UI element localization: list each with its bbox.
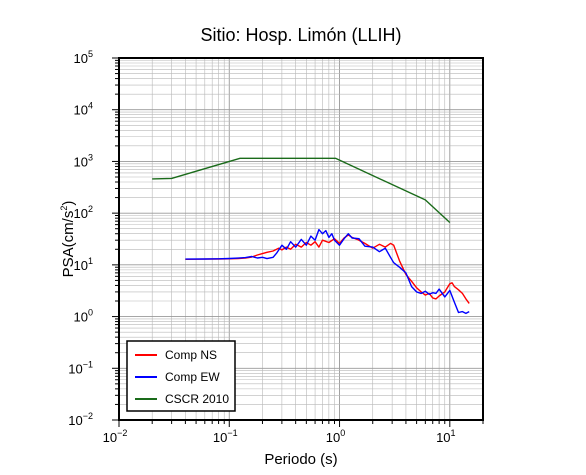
x-tick-label: 100 (326, 428, 345, 445)
plot-frame (118, 57, 484, 421)
y-tick-labels: 10−2 10−1 100 101 102 103 104 105 (68, 49, 93, 428)
y-axis-title: PSA(cm/s2) (59, 201, 77, 278)
legend-label-cscr-2010: CSCR 2010 (165, 392, 229, 406)
y-tick-label: 104 (74, 101, 93, 118)
grid (118, 57, 484, 421)
y-tick-label: 100 (74, 308, 93, 325)
y-tick-label: 10−1 (68, 359, 93, 376)
series-layer (152, 157, 470, 315)
chart-title: Sitio: Hosp. Limón (LLIH) (200, 25, 401, 45)
series-line-comp-ns (185, 234, 470, 304)
y-axis-title-end: ) (60, 201, 77, 206)
y-tick-label: 102 (74, 204, 93, 221)
series-line-comp-ew (185, 228, 470, 315)
x-axis-title: Periodo (s) (264, 451, 337, 468)
series-line-cscr-2010 (152, 157, 451, 224)
y-axis-title-base: PSA(cm/s (60, 211, 77, 278)
legend: Comp NS Comp EW CSCR 2010 (126, 340, 236, 412)
x-tick-label: 10−2 (103, 428, 128, 445)
y-tick-label: 105 (74, 49, 93, 66)
x-tick-label: 10−1 (213, 428, 238, 445)
legend-label-comp-ns: Comp NS (165, 348, 217, 362)
y-tick-label: 10−2 (68, 411, 93, 428)
x-tick-labels: 10−2 10−1 100 101 (103, 428, 456, 445)
y-tick-label: 101 (74, 256, 93, 273)
legend-label-comp-ew: Comp EW (165, 370, 220, 384)
y-tick-label: 103 (74, 152, 93, 169)
y-axis-title-sup: 2 (59, 206, 69, 211)
tick-marks (112, 57, 484, 427)
x-tick-label: 101 (436, 428, 455, 445)
